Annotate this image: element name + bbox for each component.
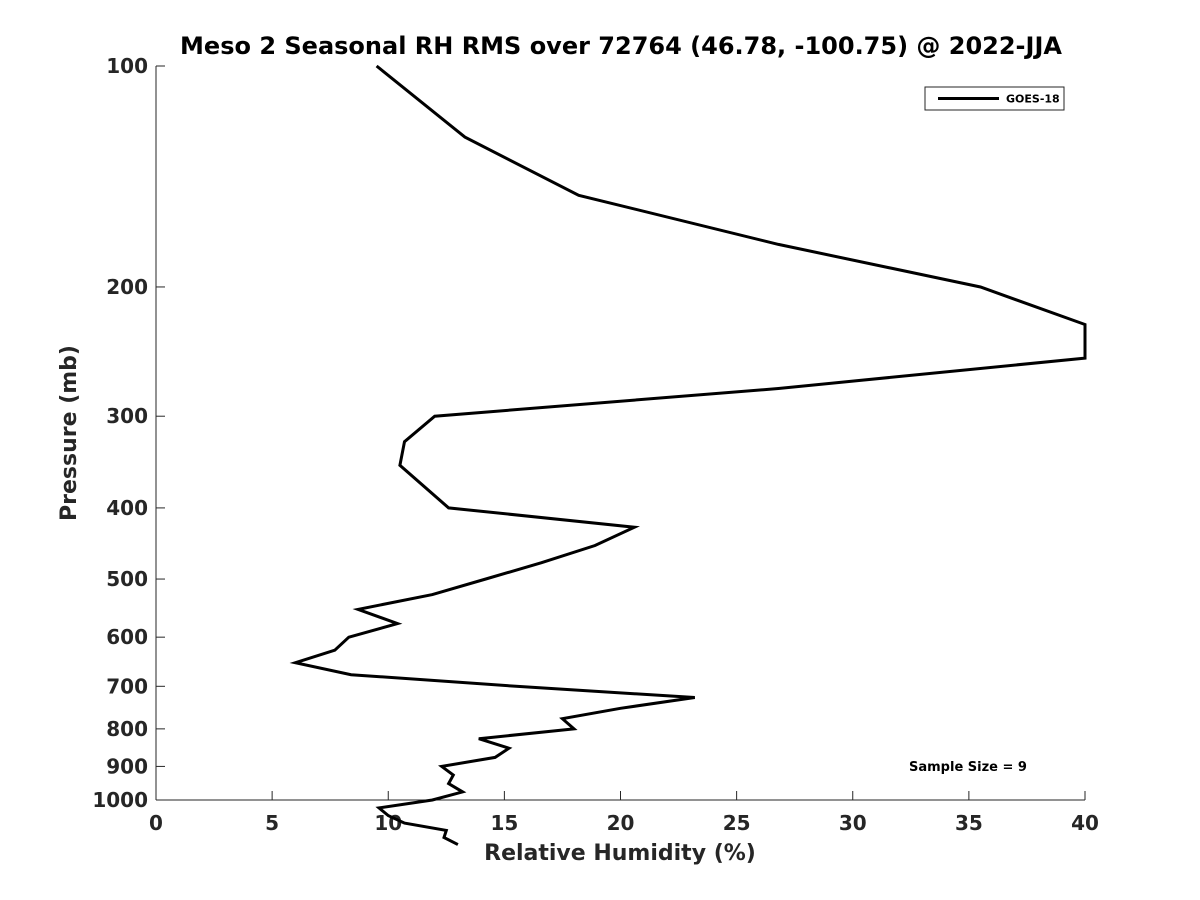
y-tick-label: 400: [106, 496, 148, 520]
y-tick-label: 600: [106, 625, 148, 649]
series-layer: [289, 64, 1087, 846]
x-tick-label: 30: [839, 811, 867, 835]
x-tick-label: 40: [1071, 811, 1099, 835]
chart-title: Meso 2 Seasonal RH RMS over 72764 (46.78…: [180, 32, 1062, 60]
x-tick-label: 5: [265, 811, 279, 835]
y-tick-label: 700: [106, 674, 148, 698]
y-ticks: 100 200 300 400 500 600 700 800 900 1000: [92, 54, 165, 812]
y-tick-label: 200: [106, 275, 148, 299]
y-tick-label: 900: [106, 754, 148, 778]
y-tick-label: 1000: [92, 788, 148, 812]
x-tick-label: 20: [607, 811, 635, 835]
y-axis-label: Pressure (mb): [57, 345, 82, 521]
x-tick-label: 35: [955, 811, 983, 835]
legend: GOES-18: [924, 86, 1065, 111]
sample-size-annotation: Sample Size = 9: [909, 760, 1027, 775]
x-tick-label: 0: [149, 811, 163, 835]
y-tick-label: 100: [106, 54, 148, 78]
series-line-goes-18: [289, 64, 1087, 846]
x-tick-label: 15: [490, 811, 518, 835]
y-tick-label: 500: [106, 567, 148, 591]
y-tick-label: 300: [106, 404, 148, 428]
legend-label-goes-18: GOES-18: [1006, 93, 1060, 106]
y-tick-label: 800: [106, 717, 148, 741]
x-tick-label: 25: [723, 811, 751, 835]
x-axis-label: Relative Humidity (%): [484, 841, 756, 866]
